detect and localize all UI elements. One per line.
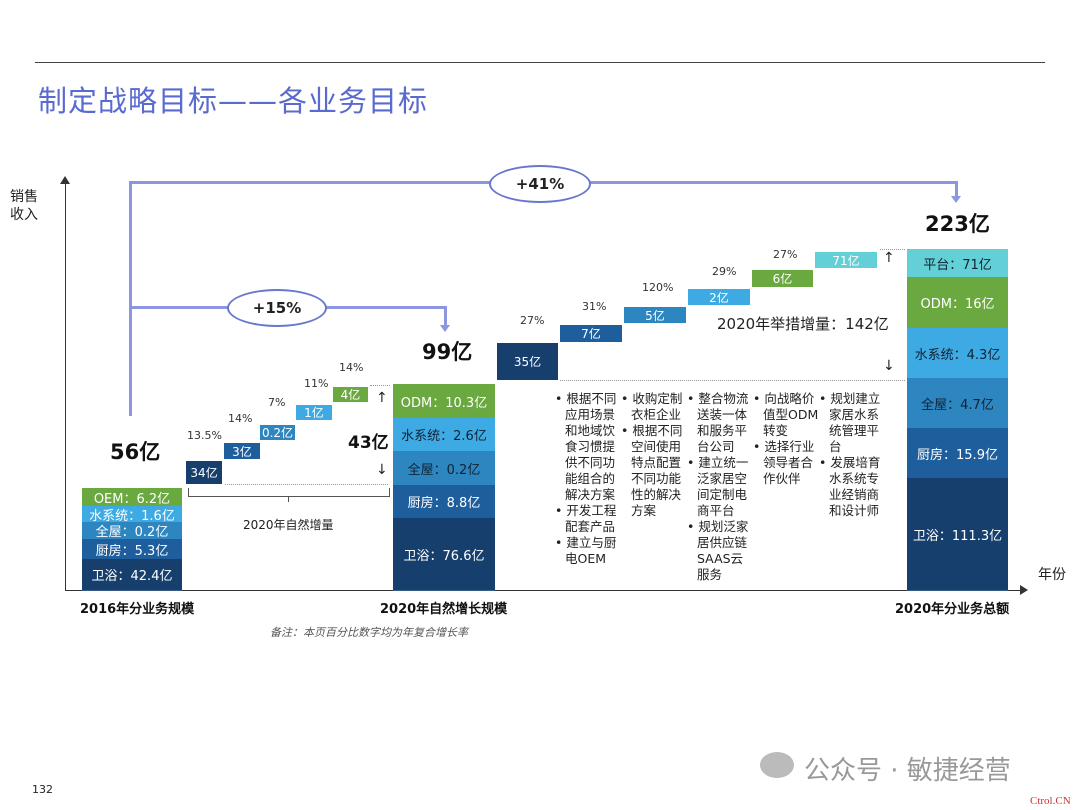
bar-segment: 平台：71亿: [907, 249, 1008, 278]
bullet-item: 规划泛家居供应链SAAS云服务: [687, 519, 753, 583]
pct-label: 13.5%: [187, 429, 222, 442]
category-label: 2020年分业务总额: [895, 602, 1010, 617]
arrow-down-icon: ↓: [376, 462, 388, 478]
initiative-column: 向战略价值型ODM转变 选择行业领导者合作伙伴: [753, 391, 819, 487]
bar-segment: ODM：16亿: [907, 277, 1008, 329]
page-title: 制定战略目标——各业务目标: [38, 84, 429, 118]
total-2020: 223亿: [925, 212, 990, 236]
pct-label: 14%: [228, 412, 253, 425]
bullet-item: 向战略价值型ODM转变: [753, 391, 819, 439]
total-2016: 56亿: [110, 440, 161, 464]
step-bar: 6亿: [752, 270, 813, 287]
bullet-item: 规划建立家居水系统管理平台: [819, 391, 885, 455]
bracket-label: 2020年自然增量: [243, 518, 334, 532]
title-rule: [35, 62, 1045, 63]
pct-label: 27%: [773, 248, 798, 261]
bar-segment: 厨房：15.9亿: [907, 428, 1008, 479]
bar-2016: OEM：6.2亿 水系统：1.6亿 全屋：0.2亿 厨房：5.3亿 卫浴：42.…: [82, 488, 182, 591]
bar-segment: ODM：10.3亿: [393, 384, 495, 419]
arrow-down-icon: [951, 196, 961, 203]
initiative-column: 规划建立家居水系统管理平台 发展培育水系统专业经销商和设计师: [819, 391, 885, 519]
pct-label: 120%: [642, 281, 674, 294]
bullet-item: 开发工程配套产品: [555, 503, 621, 535]
growth-line: [955, 181, 958, 197]
step-bar: 4亿: [333, 387, 368, 402]
bullet-item: 收购定制衣柜企业: [621, 391, 687, 423]
pct-label: 7%: [268, 396, 286, 409]
pct-label: 11%: [304, 377, 329, 390]
bar-segment: 全屋：4.7亿: [907, 378, 1008, 429]
wechat-icon: [760, 752, 794, 778]
footnote: 备注：本页百分比数字均为年复合增长率: [270, 626, 468, 639]
initiative-column: 根据不同应用场景和地域饮食习惯提供不同功能组合的解决方案 开发工程配套产品 建立…: [555, 391, 621, 567]
initiative-column: 收购定制衣柜企业 根据不同空间使用特点配置不同功能性的解决方案: [621, 391, 687, 519]
bar-segment: 卫浴：42.4亿: [82, 559, 182, 591]
natural-increase: 43亿: [348, 433, 389, 453]
initiative-increase: 2020年举措增量：142亿: [717, 313, 889, 334]
step-bar: 71亿: [815, 252, 877, 268]
bullet-item: 发展培育水系统专业经销商和设计师: [819, 455, 885, 519]
bar-segment: 卫浴：76.6亿: [393, 518, 495, 591]
initiative-column: 整合物流送装一体和服务平台公司 建立统一泛家居空间定制电商平台 规划泛家居供应链…: [687, 391, 753, 583]
bullet-item: 建立统一泛家居空间定制电商平台: [687, 455, 753, 519]
bullet-item: 整合物流送装一体和服务平台公司: [687, 391, 753, 455]
bullet-item: 根据不同应用场景和地域饮食习惯提供不同功能组合的解决方案: [555, 391, 621, 503]
corner-mark: Ctrol.CN: [1030, 795, 1071, 807]
arrow-down-icon: [440, 325, 450, 332]
dashed-guide: [880, 249, 905, 250]
dashed-guide: [225, 484, 388, 485]
pct-label: 29%: [712, 265, 737, 278]
growth-line: [444, 306, 447, 326]
bullet-item: 根据不同空间使用特点配置不同功能性的解决方案: [621, 423, 687, 519]
y-axis-arrow-icon: [60, 176, 70, 184]
step-bar: 35亿: [497, 343, 558, 380]
x-axis-label: 年份: [1038, 567, 1066, 583]
step-bar: 1亿: [296, 405, 332, 420]
step-bar: 34亿: [186, 461, 222, 484]
arrow-up-icon: ↑: [883, 250, 895, 266]
bar-segment: 厨房：8.8亿: [393, 485, 495, 519]
step-bar: 0.2亿: [260, 425, 295, 440]
arrow-up-icon: ↑: [376, 390, 388, 406]
pct-label: 31%: [582, 300, 607, 313]
natural-growth-badge: +15%: [227, 289, 327, 327]
bracket: [188, 488, 390, 497]
dashed-guide: [370, 385, 390, 386]
bar-segment: 水系统：2.6亿: [393, 418, 495, 452]
total-natural-2020: 99亿: [422, 340, 473, 364]
bar-segment: 卫浴：111.3亿: [907, 478, 1008, 591]
step-bar: 2亿: [688, 289, 750, 305]
x-axis: [65, 590, 1020, 591]
bar-segment: 水系统：4.3亿: [907, 328, 1008, 379]
page-number: 132: [32, 783, 53, 796]
arrow-down-icon: ↓: [883, 358, 895, 374]
step-bar: 5亿: [624, 307, 686, 323]
step-bar: 7亿: [560, 325, 622, 342]
step-bar: 3亿: [224, 443, 260, 459]
bar-segment: 厨房：5.3亿: [82, 539, 182, 560]
category-label: 2020年自然增长规模: [380, 602, 508, 617]
watermark: 公众号 · 敏捷经营: [804, 756, 1011, 786]
bar-segment: 全屋：0.2亿: [82, 522, 182, 540]
bullet-item: 选择行业领导者合作伙伴: [753, 439, 819, 487]
dashed-guide: [560, 380, 905, 381]
bar-natural-2020: ODM：10.3亿 水系统：2.6亿 全屋：0.2亿 厨房：8.8亿 卫浴：76…: [393, 384, 495, 591]
y-axis-label: 销售收入: [10, 189, 38, 223]
bar-segment: 全屋：0.2亿: [393, 451, 495, 486]
bracket-tick: [288, 496, 289, 502]
bullet-item: 建立与厨电OEM: [555, 535, 621, 567]
growth-line: [129, 181, 132, 416]
bar-total-2020: 平台：71亿 ODM：16亿 水系统：4.3亿 全屋：4.7亿 厨房：15.9亿…: [907, 249, 1008, 591]
category-label: 2016年分业务规模: [80, 602, 195, 617]
y-axis: [65, 182, 66, 590]
total-growth-badge: +41%: [489, 165, 591, 203]
pct-label: 14%: [339, 361, 364, 374]
pct-label: 27%: [520, 314, 545, 327]
x-axis-arrow-icon: [1020, 585, 1028, 595]
